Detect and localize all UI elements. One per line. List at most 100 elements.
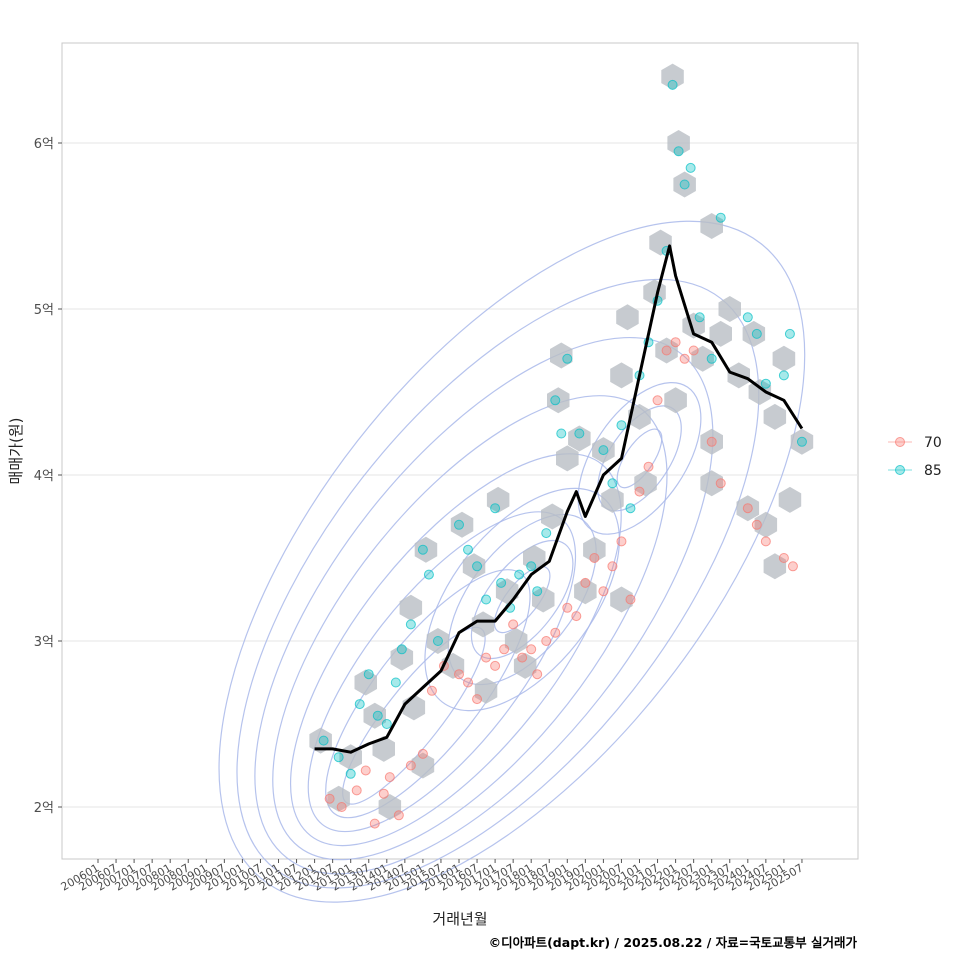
density-contour bbox=[289, 453, 622, 847]
scatter-point-70 bbox=[526, 644, 537, 655]
hexbin bbox=[426, 628, 450, 654]
hexbin bbox=[748, 379, 772, 405]
hexbin bbox=[700, 470, 723, 497]
scatter-point-85 bbox=[667, 79, 678, 90]
scatter-point-70 bbox=[760, 536, 771, 547]
scatter-point-85 bbox=[472, 561, 483, 572]
legend: 70 85 bbox=[888, 435, 942, 479]
hexbin bbox=[610, 362, 633, 389]
hexbin bbox=[372, 735, 395, 762]
hexbin bbox=[661, 63, 684, 90]
scatter-point-85 bbox=[742, 312, 753, 323]
density-contour bbox=[236, 278, 760, 889]
hexbin bbox=[309, 727, 332, 754]
scatter-point-85 bbox=[796, 436, 807, 447]
scatter-point-85 bbox=[679, 179, 690, 190]
trend-line bbox=[314, 244, 804, 754]
scatter-point-85 bbox=[490, 503, 501, 514]
scatter-point-70 bbox=[508, 619, 519, 630]
scatter-point-85 bbox=[481, 594, 492, 605]
scatter-point-70 bbox=[517, 652, 528, 663]
y-axis-title: 매매가(원) bbox=[7, 418, 25, 485]
hexbin bbox=[450, 511, 474, 538]
scatter-point-85 bbox=[345, 768, 356, 779]
hexbin bbox=[568, 425, 591, 452]
hexbin bbox=[532, 586, 555, 613]
scatter-point-85 bbox=[778, 370, 789, 381]
scatter-point-85 bbox=[354, 699, 365, 710]
hexbin bbox=[354, 669, 377, 696]
scatter-point-85 bbox=[405, 619, 416, 630]
scatter-point-85 bbox=[454, 519, 464, 530]
scatter-point-70 bbox=[625, 594, 636, 605]
hexbin bbox=[700, 213, 723, 239]
hexbin bbox=[471, 611, 495, 638]
scatter-point-85 bbox=[333, 752, 344, 763]
scatter-point-70 bbox=[562, 602, 573, 613]
scatter-point-70 bbox=[324, 793, 335, 804]
scatter-point-85 bbox=[784, 328, 795, 339]
hexbin bbox=[411, 752, 435, 779]
scatter-point-85 bbox=[496, 577, 507, 588]
scatter-point-85 bbox=[706, 353, 717, 364]
hexbin bbox=[763, 403, 787, 430]
hexbin bbox=[363, 702, 386, 729]
y-tick-label: 2억 bbox=[34, 801, 54, 816]
legend-label: 70 bbox=[924, 435, 942, 451]
hexbin bbox=[610, 586, 633, 613]
hexbin bbox=[628, 403, 651, 430]
hexbin bbox=[414, 536, 438, 563]
hexbin bbox=[474, 677, 498, 704]
scatter-point-70 bbox=[463, 677, 474, 688]
hexbin bbox=[718, 296, 741, 322]
density-contour bbox=[325, 569, 531, 819]
scatter-points bbox=[318, 79, 807, 829]
scatter-point-70 bbox=[670, 337, 681, 348]
hexbin bbox=[462, 553, 486, 580]
y-tick-label: 4억 bbox=[34, 469, 54, 484]
legend-item-85: 85 bbox=[888, 463, 942, 479]
caption: ©디아파트(dapt.kr) / 2025.08.22 / 자료=국토교통부 실… bbox=[489, 935, 858, 950]
hexbin bbox=[592, 437, 615, 464]
hexbin bbox=[772, 345, 796, 372]
scatter-point-85 bbox=[598, 445, 609, 456]
hexbin bbox=[550, 342, 573, 369]
hexbin bbox=[601, 486, 624, 513]
scatter-point-85 bbox=[715, 212, 726, 223]
legend-label: 85 bbox=[924, 463, 942, 479]
scatter-point-85 bbox=[673, 146, 684, 157]
density-contour bbox=[218, 220, 806, 903]
scatter-point-70 bbox=[378, 788, 389, 799]
hexbin bbox=[667, 130, 690, 156]
hexbin bbox=[556, 445, 579, 472]
scatter-point-85 bbox=[760, 378, 771, 389]
scatter-point-85 bbox=[532, 586, 543, 597]
scatter-point-85 bbox=[318, 735, 329, 746]
scatter-point-70 bbox=[742, 503, 753, 514]
legend-key-point bbox=[895, 437, 905, 447]
scatter-point-70 bbox=[787, 561, 798, 572]
scatter-point-70 bbox=[688, 345, 699, 356]
scatter-point-70 bbox=[706, 436, 717, 447]
hexbin bbox=[390, 644, 414, 671]
hexbin bbox=[673, 171, 696, 198]
scatter-point-70 bbox=[454, 669, 464, 680]
hexbin bbox=[486, 486, 510, 513]
hexbin bbox=[778, 486, 802, 513]
hexbin bbox=[513, 652, 537, 679]
scatter-point-85 bbox=[574, 428, 585, 439]
scatter-point-70 bbox=[499, 644, 510, 655]
scatter-point-85 bbox=[625, 503, 636, 514]
scatter-point-70 bbox=[472, 694, 483, 705]
y-tick-label: 3억 bbox=[34, 635, 54, 650]
hexbin bbox=[736, 495, 760, 522]
scatter-point-70 bbox=[661, 345, 672, 356]
legend-item-70: 70 bbox=[888, 435, 942, 451]
hexbin bbox=[754, 511, 778, 538]
hexbin bbox=[700, 428, 723, 455]
scatter-point-85 bbox=[526, 561, 537, 572]
legend-key-point bbox=[895, 465, 905, 475]
hexbin bbox=[616, 304, 639, 331]
hexbin bbox=[547, 387, 570, 414]
